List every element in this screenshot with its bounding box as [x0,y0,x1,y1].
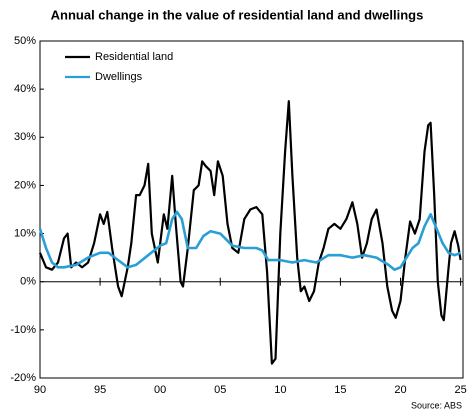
series-line [38,210,462,271]
y-tick-label: -10% [10,324,36,336]
x-tick-label: 10 [274,384,286,396]
plot-frame [39,40,464,379]
y-tick-label: -20% [10,372,36,384]
legend-label: Dwellings [95,71,143,83]
y-tick-label: 0% [20,276,36,288]
series-line [38,100,462,365]
y-tick-label: 30% [14,131,36,143]
x-tick-label: 15 [334,384,346,396]
x-tick-label: 90 [34,384,46,396]
y-tick-label: 40% [14,83,36,95]
x-tick-label: 05 [214,384,226,396]
x-tick-label: 25 [454,384,466,396]
legend-label: Residential land [95,51,173,63]
y-tick-label: 50% [14,35,36,47]
y-tick-label: 10% [14,227,36,239]
x-tick-label: 00 [154,384,166,396]
x-tick-label: 20 [394,384,406,396]
source: Source: ABS [411,400,462,410]
chart-title: Annual change in the value of residentia… [51,7,424,22]
y-tick-label: 20% [14,179,36,191]
x-tick-label: 95 [94,384,106,396]
